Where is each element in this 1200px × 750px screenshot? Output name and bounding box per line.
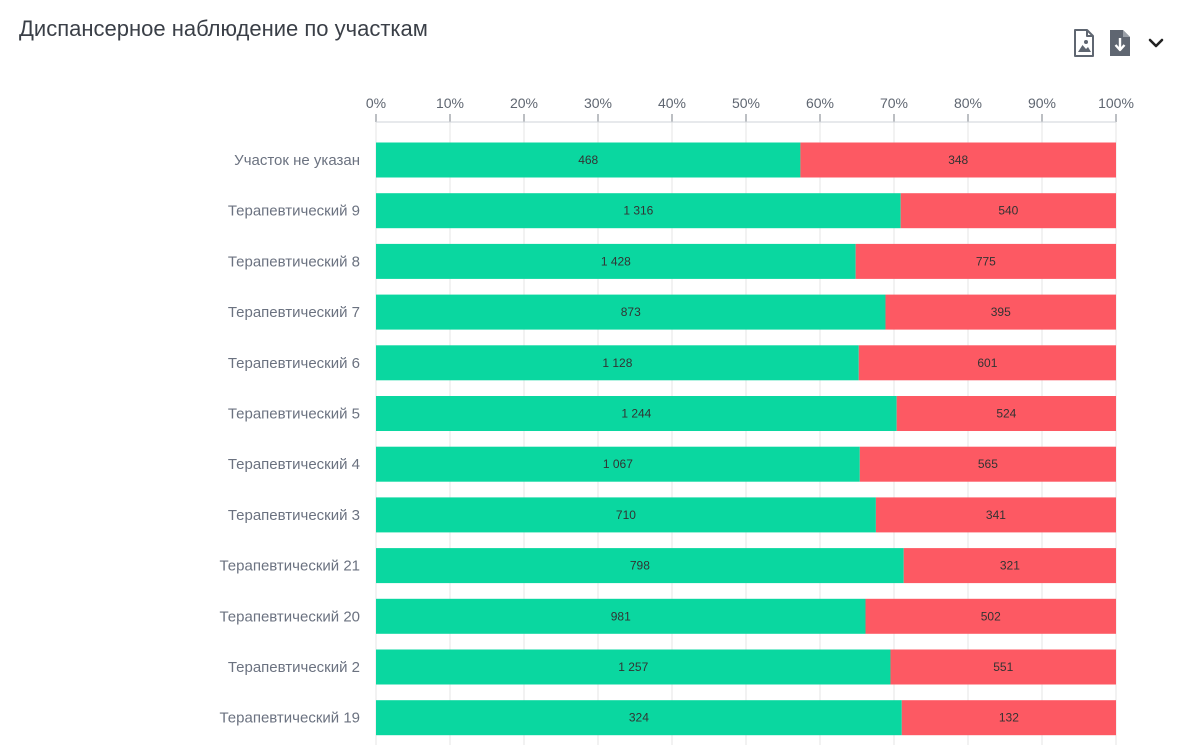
bar-segment[interactable] [859,446,1116,482]
chart-area: 0% 10% 20% 30% 40% 50% 60% 70% 80% 90% 100% 468 348 У… [0,80,1200,745]
x-tick-label: 80% [954,95,982,111]
bar-segment[interactable] [376,497,876,533]
data-label: 348 [948,153,968,167]
bar-segment[interactable] [875,497,1116,533]
bar-segment[interactable] [376,649,891,685]
x-tick-label: 90% [1028,95,1056,111]
category-label: Терапевтический 9 [228,203,360,220]
category-label: Терапевтический 8 [228,253,360,270]
bar-segment[interactable] [376,142,801,178]
download-button[interactable] [1102,26,1138,60]
x-tick-label: 40% [658,95,686,111]
download-icon [1110,30,1130,56]
data-label: 524 [996,407,1016,421]
data-label: 981 [611,609,631,623]
x-tick-label: 50% [732,95,760,111]
data-label: 565 [978,457,998,471]
data-label: 502 [981,609,1001,623]
category-label: Терапевтический 7 [228,304,360,321]
bar-segment[interactable] [858,345,1116,381]
data-label: 601 [977,356,997,370]
more-options-button[interactable] [1138,26,1174,60]
bar-segment[interactable] [376,243,856,279]
x-tick-label: 70% [880,95,908,111]
data-label: 710 [616,508,636,522]
data-label: 1 067 [603,457,633,471]
data-label: 324 [629,711,649,725]
data-label: 321 [1000,559,1020,573]
x-tick-label: 60% [806,95,834,111]
chart-header: Диспансерное наблюдение по участкам [0,0,1200,70]
category-label: Терапевтический 2 [228,659,360,676]
x-tick-label: 30% [584,95,612,111]
data-label: 1 244 [621,407,651,421]
bar-segment[interactable] [800,142,1116,178]
x-tick-label: 0% [366,95,386,111]
bar-segment[interactable] [376,193,901,229]
data-label: 798 [630,559,650,573]
category-label: Терапевтический 5 [228,406,360,423]
bar-segment[interactable] [376,294,886,330]
data-label: 1 128 [602,356,632,370]
data-label: 551 [993,660,1013,674]
data-label: 468 [578,153,598,167]
x-tick-label: 100% [1098,95,1134,111]
bar-segment[interactable] [376,598,866,634]
bar-segment[interactable] [376,396,897,431]
data-label: 395 [991,305,1011,319]
bar-segment[interactable] [376,446,860,482]
bar-segment[interactable] [896,396,1116,431]
category-label: Терапевтический 20 [219,608,360,625]
x-tick-label: 10% [436,95,464,111]
data-label: 341 [986,508,1006,522]
category-label: Терапевтический 6 [228,355,360,372]
bar-segment[interactable] [865,598,1116,634]
category-label: Терапевтический 21 [219,558,360,575]
data-label: 540 [998,204,1018,218]
chevron-down-icon [1148,38,1164,48]
x-tick-label: 20% [510,95,538,111]
category-label: Терапевтический 3 [228,507,360,524]
bar-segment[interactable] [855,243,1116,279]
data-label: 1 257 [618,660,648,674]
bar-segment[interactable] [376,548,904,584]
chart-toolbar [1066,26,1174,60]
bar-segment[interactable] [885,294,1116,330]
export-image-icon [1074,29,1094,57]
category-label: Терапевтический 19 [219,710,360,727]
data-label: 1 428 [601,254,631,268]
bar-segment[interactable] [376,700,902,736]
stacked-bar-chart: 0% 10% 20% 30% 40% 50% 60% 70% 80% 90% 100% 468 348 У… [219,95,1134,745]
bar-segment[interactable] [903,548,1116,584]
data-label: 873 [621,305,641,319]
bar-segment[interactable] [900,193,1116,229]
category-label: Терапевтический 4 [228,456,360,473]
data-label: 775 [976,254,996,268]
data-label: 132 [999,711,1019,725]
bar-segment[interactable] [901,700,1116,736]
bar-segment[interactable] [890,649,1116,685]
export-image-button[interactable] [1066,26,1102,60]
data-label: 1 316 [623,204,653,218]
bar-segment[interactable] [376,345,859,381]
category-label: Участок не указан [234,152,360,169]
page-title: Диспансерное наблюдение по участкам [19,16,428,41]
